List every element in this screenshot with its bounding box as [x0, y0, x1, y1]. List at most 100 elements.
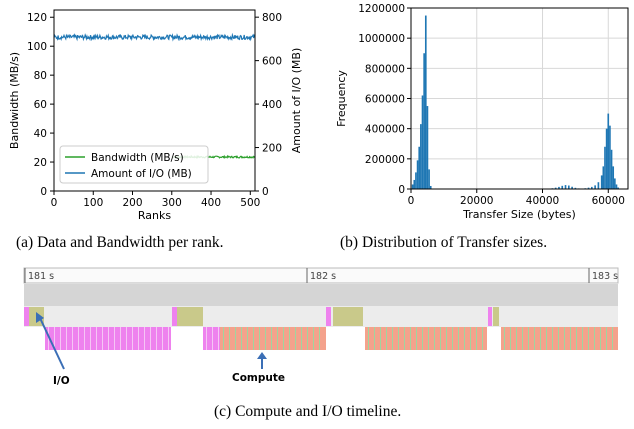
histogram-bar: [413, 179, 416, 189]
histogram-bar: [571, 186, 573, 189]
timeline-compute-burst-stripe: [522, 327, 523, 350]
histogram-bar: [574, 187, 577, 189]
timeline-compute-burst-stripe: [307, 327, 308, 350]
timeline-compute-burst-stripe: [313, 327, 314, 350]
histogram-bar: [416, 160, 419, 189]
timeline-io-block: [326, 307, 331, 326]
y2-tick-label: 400: [262, 99, 282, 111]
histogram-bar: [610, 149, 613, 189]
timeline-io-burst-stripe: [90, 327, 91, 350]
timeline-compute-burst-stripe: [374, 327, 375, 350]
x-tick-label: 100: [83, 197, 103, 209]
timeline-io-burst: [203, 327, 220, 350]
x-tick-label: 500: [240, 197, 260, 209]
y2-tick-label: 600: [262, 56, 282, 68]
timeline-compute-burst-stripe: [510, 327, 511, 350]
timeline-compute-burst-stripe: [253, 327, 254, 350]
y-tick-label: 800000: [365, 63, 405, 75]
x-tick-label: 300: [162, 197, 182, 209]
timeline-io-burst-stripe: [138, 327, 139, 350]
caption-a: (a) Data and Bandwidth per rank.: [16, 234, 224, 251]
timeline-compute-burst-stripe: [247, 327, 248, 350]
timeline-io-burst-stripe: [72, 327, 73, 350]
histogram-bar: [415, 172, 417, 189]
timeline-compute-burst-stripe: [564, 327, 565, 350]
timeline-compute-burst-stripe: [582, 327, 583, 350]
io-label: I/O: [53, 375, 70, 387]
timeline-compute-burst-stripe: [368, 327, 369, 350]
timeline-compute-burst-stripe: [464, 327, 465, 350]
timeline-compute-burst-stripe: [440, 327, 441, 350]
series-line-io-amount: [53, 32, 256, 42]
timeline-io-block: [493, 307, 499, 326]
timeline-compute-burst-stripe: [271, 327, 272, 350]
timeline-io-burst-stripe: [78, 327, 79, 350]
timeline-compute-burst-stripe: [241, 327, 242, 350]
histogram-bar: [614, 178, 616, 189]
timeline-compute-burst-stripe: [416, 327, 417, 350]
timeline-io-burst-stripe: [48, 327, 49, 350]
histogram-bar: [605, 128, 608, 189]
caption-c: (c) Compute and I/O timeline.: [214, 403, 402, 420]
histogram-bar: [420, 124, 422, 189]
timeline-compute-burst-stripe: [534, 327, 535, 350]
chart-a: 0 100 200 300 400 500 0 20 40 60 80 100 120 0 200 400 60…: [0, 0, 310, 235]
histogram-bar: [564, 185, 567, 189]
histogram-bar: [424, 15, 427, 189]
timeline-compute-burst-stripe: [422, 327, 423, 350]
histogram-bar: [567, 185, 570, 189]
timeline-compute-burst-stripe: [482, 327, 483, 350]
y-axis-label: Bandwidth (MB/s): [8, 52, 21, 149]
legend-label: Bandwidth (MB/s): [91, 152, 184, 164]
histogram-bar: [411, 184, 414, 189]
timeline-io-burst-stripe: [126, 327, 127, 350]
timeline-io-burst-stripe: [162, 327, 163, 350]
timeline-c-svg: 181 s 182 s 183 s I/O Compute: [23, 267, 619, 387]
histogram-bar: [615, 184, 618, 189]
timeline-compute-burst-stripe: [540, 327, 541, 350]
histogram-bar: [554, 187, 557, 189]
histogram-bar: [612, 166, 615, 189]
timeline-compute-burst-stripe: [319, 327, 320, 350]
timeline-header: [23, 267, 619, 284]
x-tick-label: 40000: [526, 195, 559, 207]
timeline-io-burst-stripe: [96, 327, 97, 350]
timeline-compute-burst-stripe: [434, 327, 435, 350]
timeline-io-burst-stripe: [212, 327, 213, 350]
timeline-compute-burst-stripe: [528, 327, 529, 350]
x-tick-label: 0: [408, 195, 415, 207]
y2-axis-label: Amount of I/O (MB): [290, 48, 303, 154]
y-tick-label: 200000: [365, 154, 405, 166]
y-tick-label: 60: [34, 99, 47, 111]
y-tick-label: 400000: [365, 124, 405, 136]
timeline-compute-burst-stripe: [265, 327, 266, 350]
histogram-bar: [617, 187, 619, 189]
x-axis-label: Transfer Size (bytes): [462, 208, 576, 221]
timeline-lane-master: [24, 306, 618, 327]
histogram-bar: [561, 185, 564, 189]
timeline-io-burst-stripe: [60, 327, 61, 350]
timeline-compute-burst-stripe: [446, 327, 447, 350]
y2-tick-label: 200: [262, 143, 282, 155]
timeline-io-burst-stripe: [168, 327, 169, 350]
timeline-compute-burst-stripe: [458, 327, 459, 350]
chart-b-svg: 0 20000 40000 60000020000040000060000080000…: [335, 3, 629, 221]
timeline-compute-burst-stripe: [386, 327, 387, 350]
y-tick-label: 1000000: [358, 33, 405, 45]
x-tick-label: 60000: [592, 195, 625, 207]
compute-label: Compute: [232, 372, 285, 384]
histogram-bar: [600, 175, 603, 189]
timeline-compute-burst-stripe: [570, 327, 571, 350]
timeline-io-block: [488, 307, 492, 326]
histogram-bar: [426, 106, 429, 189]
timeline-io-burst-stripe: [218, 327, 219, 350]
timeline-io-burst-stripe: [150, 327, 151, 350]
y-tick-label: 20: [34, 157, 47, 169]
histogram-bar: [604, 146, 606, 189]
y-tick-label: 80: [34, 70, 47, 82]
timeline-compute-burst-stripe: [588, 327, 589, 350]
x-tick-label: 400: [201, 197, 221, 209]
timeline-io-burst-stripe: [114, 327, 115, 350]
timeline-compute-burst-stripe: [606, 327, 607, 350]
timeline-io-block: [172, 307, 177, 326]
